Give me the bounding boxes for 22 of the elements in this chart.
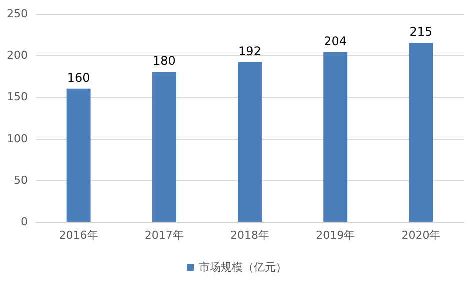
x-tick-label: 2016年 (59, 229, 98, 242)
x-tick-label: 2018年 (230, 229, 270, 242)
x-tick-label: 2019年 (316, 229, 356, 242)
bar (66, 88, 91, 222)
x-tick-label: 2020年 (402, 229, 441, 242)
bar (152, 72, 176, 222)
data-label: 192 (238, 44, 262, 58)
y-tick-label: 250 (7, 8, 28, 20)
data-label: 204 (324, 34, 348, 48)
y-tick-label: 50 (14, 174, 28, 187)
data-label: 160 (67, 70, 90, 85)
y-tick-label: 150 (7, 90, 28, 104)
legend-label: 市场规模（亿元） (199, 261, 287, 274)
x-tick-label: 2017年 (144, 229, 184, 242)
y-tick-label: 200 (7, 49, 28, 62)
y-tick-label: 0 (21, 216, 28, 228)
data-label: 215 (410, 25, 433, 40)
y-tick-label: 100 (7, 132, 28, 146)
bar (324, 52, 348, 222)
bar (238, 62, 262, 222)
data-label: 180 (152, 54, 176, 68)
bar (409, 43, 434, 222)
